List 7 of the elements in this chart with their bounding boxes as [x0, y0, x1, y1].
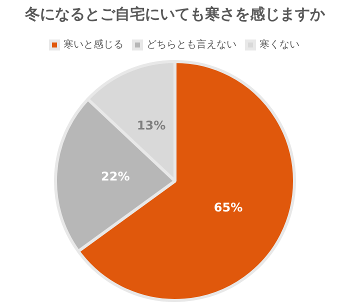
data-label: 65% [214, 200, 243, 214]
legend-label: どちらとも言えない [146, 38, 236, 51]
legend-label: 寒くない [260, 38, 300, 51]
chart-title: 冬になるとご自宅にいても寒さを感じますか [24, 4, 326, 23]
data-label: 13% [136, 118, 166, 132]
legend-label: 寒いと感じる [64, 38, 124, 51]
data-label: 22% [101, 169, 130, 184]
